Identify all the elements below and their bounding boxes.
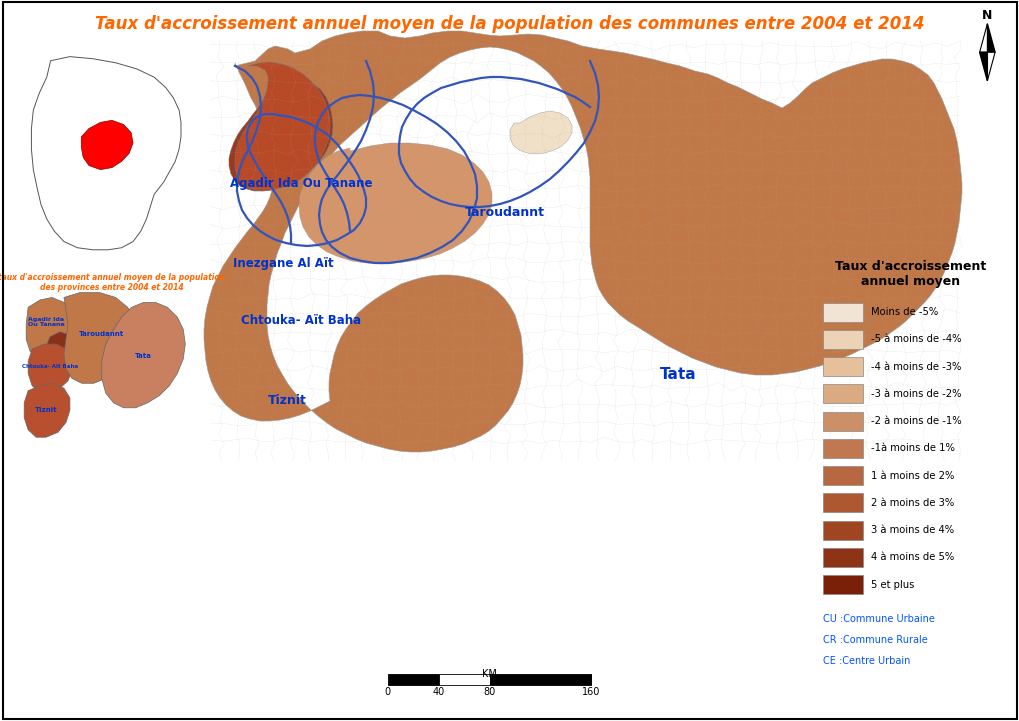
Text: -4 à moins de -3%: -4 à moins de -3% xyxy=(870,362,960,372)
Text: Tata: Tata xyxy=(135,353,152,359)
Text: -3 à moins de -2%: -3 à moins de -2% xyxy=(870,389,960,399)
Polygon shape xyxy=(229,77,332,191)
Text: Agadir Ida
Ou Tanane: Agadir Ida Ou Tanane xyxy=(28,317,64,327)
Polygon shape xyxy=(32,57,180,249)
Text: -1à moins de 1%: -1à moins de 1% xyxy=(870,443,954,454)
Bar xyxy=(822,412,862,430)
Polygon shape xyxy=(24,384,70,437)
Text: 4 à moins de 5%: 4 à moins de 5% xyxy=(870,552,953,562)
Polygon shape xyxy=(46,332,71,359)
Polygon shape xyxy=(978,24,986,53)
Text: CE :Centre Urbain: CE :Centre Urbain xyxy=(822,656,909,666)
Text: -5 à moins de -4%: -5 à moins de -4% xyxy=(870,335,960,345)
Text: 160: 160 xyxy=(582,687,600,697)
Bar xyxy=(822,521,862,540)
Text: 5 et plus: 5 et plus xyxy=(870,580,913,590)
Bar xyxy=(489,675,591,686)
Text: N: N xyxy=(981,9,991,22)
Bar xyxy=(822,575,862,594)
Polygon shape xyxy=(102,302,185,408)
Bar xyxy=(438,675,489,686)
Polygon shape xyxy=(978,53,986,81)
Text: Tiznit: Tiznit xyxy=(35,407,57,413)
Bar xyxy=(822,357,862,376)
Bar xyxy=(822,548,862,567)
Text: Chtouka- Aït Baha: Chtouka- Aït Baha xyxy=(22,363,78,368)
Text: Taux d'accroissement
annuel moyen: Taux d'accroissement annuel moyen xyxy=(834,260,985,288)
Text: 0: 0 xyxy=(384,687,390,697)
Polygon shape xyxy=(986,53,995,81)
Polygon shape xyxy=(510,111,572,154)
Text: 1 à moins de 2%: 1 à moins de 2% xyxy=(870,471,953,481)
Polygon shape xyxy=(64,293,138,384)
Bar xyxy=(822,439,862,458)
Polygon shape xyxy=(204,31,961,452)
Text: Moins de -5%: Moins de -5% xyxy=(870,307,936,317)
Text: taux d'accroissement annuel moyen de la population
des provinces entre 2004 et 2: taux d'accroissement annuel moyen de la … xyxy=(0,273,225,293)
Text: Taroudannt: Taroudannt xyxy=(465,206,544,219)
Bar xyxy=(387,675,438,686)
Text: Inezgane Al Aït: Inezgane Al Aït xyxy=(233,257,333,270)
Polygon shape xyxy=(299,143,491,264)
Polygon shape xyxy=(26,298,73,356)
Text: Agadir Ida Ou Tanane: Agadir Ida Ou Tanane xyxy=(229,177,372,190)
Text: Tata: Tata xyxy=(659,368,696,382)
Bar xyxy=(822,303,862,322)
Text: KM: KM xyxy=(482,669,496,679)
Polygon shape xyxy=(234,62,330,191)
Text: CU :Commune Urbaine: CU :Commune Urbaine xyxy=(822,614,933,624)
Text: 3 à moins de 4%: 3 à moins de 4% xyxy=(870,525,953,535)
Bar xyxy=(822,466,862,485)
Text: Taroudannt: Taroudannt xyxy=(79,331,124,337)
Text: CR :Commune Rurale: CR :Commune Rurale xyxy=(822,635,926,645)
Text: Tiznit: Tiznit xyxy=(268,394,307,407)
Text: Chtouka- Aït Baha: Chtouka- Aït Baha xyxy=(240,314,361,327)
Text: Taux d'accroissement annuel moyen de la population des communes entre 2004 et 20: Taux d'accroissement annuel moyen de la … xyxy=(95,15,924,33)
Text: 2 à moins de 3%: 2 à moins de 3% xyxy=(870,498,953,508)
Bar xyxy=(822,330,862,349)
Polygon shape xyxy=(986,24,995,53)
Text: -2 à moins de -1%: -2 à moins de -1% xyxy=(870,416,960,426)
Polygon shape xyxy=(29,344,71,393)
Text: 80: 80 xyxy=(483,687,495,697)
Bar xyxy=(822,493,862,513)
Text: 40: 40 xyxy=(432,687,444,697)
Bar xyxy=(822,384,862,404)
Polygon shape xyxy=(82,120,132,169)
